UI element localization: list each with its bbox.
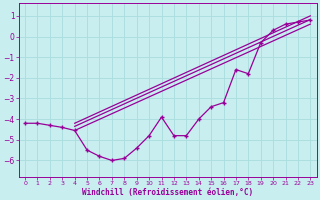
- X-axis label: Windchill (Refroidissement éolien,°C): Windchill (Refroidissement éolien,°C): [82, 188, 253, 197]
